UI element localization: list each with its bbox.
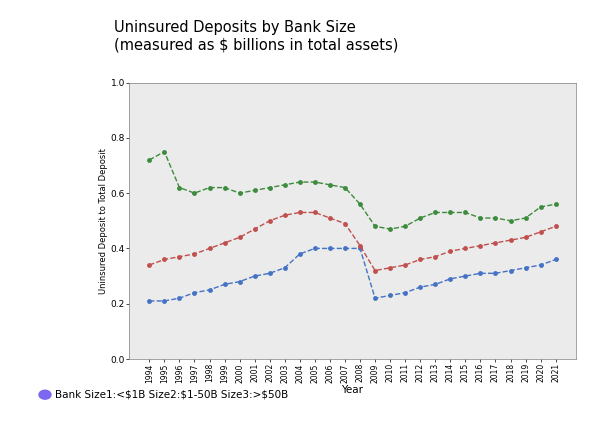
3 [326, 182, 334, 187]
2 [386, 265, 394, 270]
3 [266, 185, 274, 190]
2 [356, 243, 364, 248]
1 [206, 287, 213, 293]
2 [371, 268, 379, 273]
1 [221, 282, 228, 287]
1 [507, 268, 514, 273]
1 [522, 265, 529, 270]
3 [552, 202, 559, 207]
Text: Bank Size1:<$1B Size2:$1-50B Size3:>$50B: Bank Size1:<$1B Size2:$1-50B Size3:>$50B [55, 389, 289, 399]
Text: Uninsured Deposits by Bank Size: Uninsured Deposits by Bank Size [114, 20, 356, 35]
1 [492, 271, 499, 276]
Text: Isarin Durongkadej, Wendy Wu: Isarin Durongkadej, Wendy Wu [12, 426, 169, 435]
1 [371, 296, 379, 301]
3 [341, 185, 349, 190]
1 [251, 273, 258, 279]
1 [266, 271, 274, 276]
3 [176, 185, 183, 190]
Line: 3: 3 [147, 149, 558, 231]
1 [431, 282, 439, 287]
3 [477, 215, 484, 221]
1 [161, 298, 168, 304]
1 [281, 265, 289, 270]
1 [537, 262, 544, 268]
Line: 1: 1 [147, 246, 558, 303]
3 [431, 210, 439, 215]
2 [401, 262, 409, 268]
3 [447, 210, 454, 215]
3 [356, 202, 364, 207]
Text: May 2024   8/ 25: May 2024 8/ 25 [499, 426, 582, 435]
X-axis label: Year: Year [341, 385, 364, 395]
Y-axis label: Uninsured Deposit to Total Deposit: Uninsured Deposit to Total Deposit [98, 148, 107, 294]
1 [416, 285, 424, 290]
1 [477, 271, 484, 276]
1 [191, 290, 198, 295]
3 [161, 149, 168, 154]
3 [386, 227, 394, 232]
3 [206, 185, 213, 190]
1 [176, 296, 183, 301]
2 [447, 248, 454, 254]
3 [507, 218, 514, 223]
2 [507, 237, 514, 243]
2 [161, 257, 168, 262]
1 [401, 290, 409, 295]
2 [221, 240, 228, 246]
3 [311, 179, 319, 185]
2 [537, 229, 544, 235]
2 [191, 251, 198, 256]
2 [326, 215, 334, 221]
3 [251, 188, 258, 193]
1 [386, 293, 394, 298]
2 [311, 210, 319, 215]
3 [416, 215, 424, 221]
2 [251, 227, 258, 232]
2 [552, 223, 559, 229]
2 [281, 213, 289, 218]
2 [431, 254, 439, 260]
3 [236, 190, 243, 196]
3 [462, 210, 469, 215]
2 [477, 243, 484, 248]
3 [492, 215, 499, 221]
3 [146, 157, 153, 163]
3 [537, 204, 544, 210]
1 [296, 251, 304, 256]
3 [221, 185, 228, 190]
1 [326, 246, 334, 251]
3 [401, 223, 409, 229]
3 [371, 223, 379, 229]
1 [146, 298, 153, 304]
1 [462, 273, 469, 279]
2 [492, 240, 499, 246]
3 [191, 190, 198, 196]
2 [462, 246, 469, 251]
3 [281, 182, 289, 187]
2 [416, 257, 424, 262]
2 [236, 235, 243, 240]
1 [311, 246, 319, 251]
1 [552, 257, 559, 262]
3 [296, 179, 304, 185]
1 [356, 246, 364, 251]
2 [176, 254, 183, 260]
Text: EEFS 2024: EEFS 2024 [274, 426, 326, 435]
2 [266, 218, 274, 223]
2 [296, 210, 304, 215]
2 [522, 235, 529, 240]
1 [447, 276, 454, 281]
1 [236, 279, 243, 284]
Line: 2: 2 [147, 210, 558, 273]
2 [206, 246, 213, 251]
2 [341, 221, 349, 226]
1 [341, 246, 349, 251]
3 [522, 215, 529, 221]
Text: (measured as $ billions in total assets): (measured as $ billions in total assets) [114, 38, 398, 53]
2 [146, 262, 153, 268]
